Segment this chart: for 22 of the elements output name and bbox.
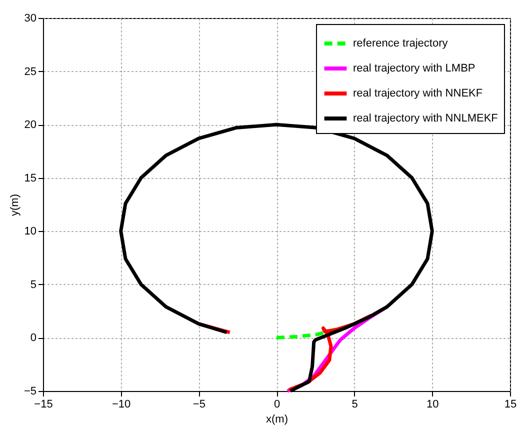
x-tick-label: 0 bbox=[274, 398, 280, 410]
legend-label: reference trajectory bbox=[353, 38, 448, 50]
legend-label: real trajectory with NNEKF bbox=[353, 88, 483, 100]
x-tick-label: 10 bbox=[426, 398, 439, 410]
x-tick-label: −10 bbox=[112, 398, 131, 410]
y-tick-label: 30 bbox=[24, 12, 36, 24]
x-tick-label: −5 bbox=[192, 398, 206, 410]
y-tick-label: 25 bbox=[24, 66, 36, 78]
y-tick-label: 15 bbox=[24, 172, 36, 184]
y-tick-label: 5 bbox=[30, 278, 36, 291]
y-tick-label: 0 bbox=[30, 332, 36, 344]
y-tick-label: −5 bbox=[24, 386, 36, 398]
legend-label: real trajectory with LMBP bbox=[353, 62, 476, 74]
y-tick-label: 20 bbox=[24, 119, 36, 132]
x-axis-title: x(m) bbox=[266, 414, 288, 426]
legend-label: real trajectory with NNLMEKF bbox=[353, 112, 498, 124]
y-axis-title: y(m) bbox=[8, 194, 21, 216]
x-tick-label: −15 bbox=[34, 398, 53, 410]
y-tick-label: 10 bbox=[24, 226, 36, 238]
line-series bbox=[274, 327, 338, 340]
x-tick-label: 5 bbox=[352, 398, 358, 410]
x-tick-label: 15 bbox=[504, 398, 517, 410]
